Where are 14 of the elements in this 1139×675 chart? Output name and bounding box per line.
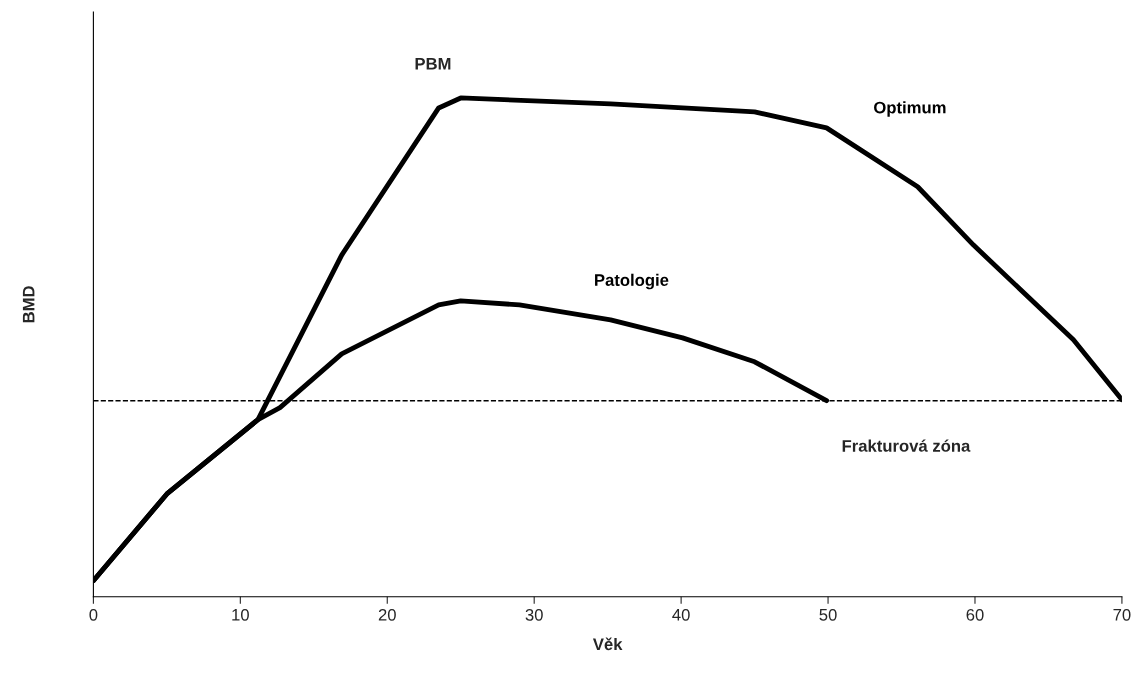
y-axis-title: BMD — [22, 286, 35, 323]
x-tick-label: 30 — [525, 608, 543, 621]
ref-line-label: Frakturová zóna — [842, 439, 971, 452]
x-tick-label: 10 — [232, 608, 249, 621]
x-tick-label: 40 — [672, 608, 690, 621]
x-tick-label: 0 — [89, 608, 98, 621]
text: Optimum — [874, 101, 946, 117]
x-tick-label: 20 — [378, 608, 396, 621]
x-tick-label: 60 — [966, 608, 984, 621]
series-label: Patologie — [595, 273, 669, 290]
x-tick-label: 50 — [819, 608, 837, 621]
x-axis-title: Věk — [592, 637, 623, 651]
x-tick-label: 70 — [1113, 608, 1131, 621]
text: PBM — [415, 58, 451, 70]
